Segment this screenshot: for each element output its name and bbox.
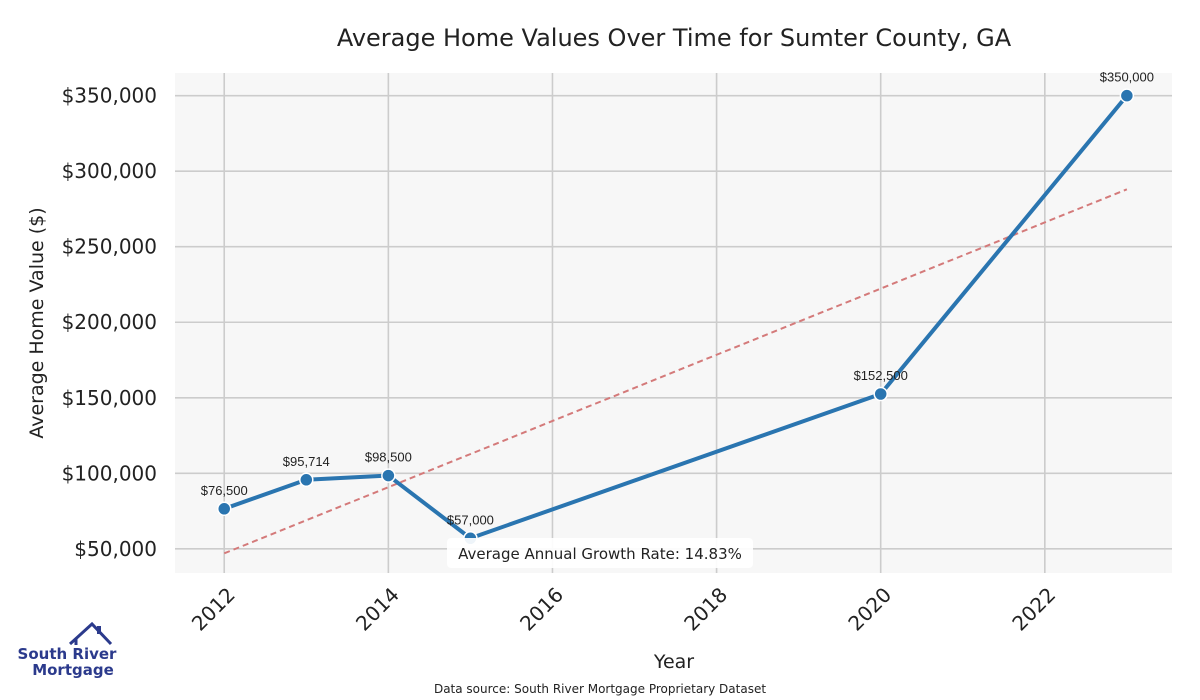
data-point — [1119, 88, 1135, 103]
y-axis-label: Average Home Value ($) — [26, 207, 48, 438]
y-tick-label: $250,000 — [62, 235, 157, 259]
data-label: $76,500 — [201, 483, 248, 498]
data-label: $95,714 — [283, 454, 330, 469]
x-axis-ticks: 2012 2014 2016 2018 2020 2022 — [187, 583, 1061, 636]
y-tick-label: $50,000 — [74, 537, 157, 561]
growth-rate-annotation: Average Annual Growth Rate: 14.83% — [447, 538, 753, 568]
chart-title: Average Home Values Over Time for Sumter… — [337, 24, 1012, 52]
series-line — [223, 94, 1129, 541]
logo-line-2: Mortgage — [32, 661, 114, 679]
south-river-logo: South River Mortgage — [18, 621, 118, 679]
data-label: $57,000 — [447, 512, 494, 527]
y-axis-ticks: $50,000 $100,000 $150,000 $200,000 $250,000 $… — [62, 84, 157, 561]
data-label: $152,500 — [854, 368, 908, 383]
data-labels: $76,500 $95,714 $98,500 $57,000 $152,500 $350… — [201, 70, 1154, 528]
house-icon — [68, 621, 113, 646]
y-tick-label: $350,000 — [62, 84, 157, 108]
gridlines — [175, 73, 1172, 573]
data-point — [381, 468, 396, 483]
x-axis-label: Year — [653, 651, 694, 673]
data-label: $98,500 — [365, 450, 412, 465]
data-source: Data source: South River Mortgage Propri… — [434, 682, 766, 696]
data-point — [873, 386, 888, 402]
x-tick-label: 2018 — [679, 583, 732, 636]
data-label: $350,000 — [1100, 70, 1154, 85]
x-tick-label: 2012 — [187, 583, 240, 636]
logo-line-1: South River — [18, 645, 118, 663]
trend-line — [223, 188, 1128, 555]
y-tick-label: $200,000 — [62, 310, 157, 334]
y-tick-label: $150,000 — [62, 386, 157, 410]
y-tick-label: $300,000 — [62, 159, 157, 183]
x-tick-label: 2022 — [1007, 583, 1060, 636]
x-tick-label: 2016 — [515, 583, 568, 636]
growth-rate-text: Average Annual Growth Rate: 14.83% — [458, 545, 742, 563]
y-tick-label: $100,000 — [62, 461, 157, 485]
data-point — [216, 501, 232, 517]
x-tick-label: 2020 — [843, 583, 896, 636]
data-point — [299, 472, 314, 488]
x-tick-label: 2014 — [351, 583, 404, 636]
